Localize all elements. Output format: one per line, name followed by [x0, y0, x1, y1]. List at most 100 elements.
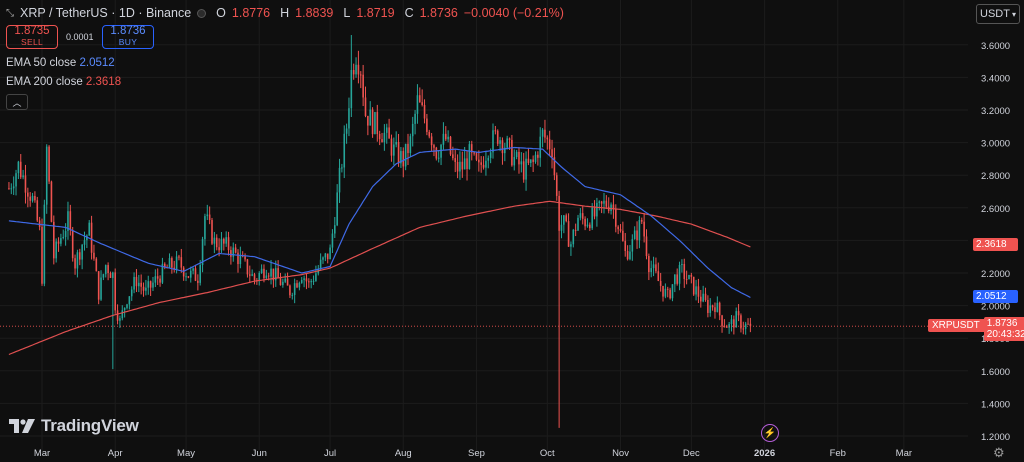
market-status-icon: [197, 8, 207, 18]
candle-body: [499, 140, 501, 144]
candle-body: [532, 159, 534, 162]
candle-body: [345, 128, 348, 134]
candle-body: [489, 152, 492, 158]
candle-body: [482, 164, 485, 168]
high-label: H: [280, 6, 290, 20]
candle-body: [655, 264, 657, 272]
candle-body: [12, 186, 15, 189]
candle-body: [612, 204, 615, 209]
candle-body: [213, 237, 216, 244]
candle-body: [584, 218, 586, 227]
candle-body: [310, 281, 312, 283]
candle-body: [230, 250, 232, 257]
candle-body: [662, 285, 664, 297]
candle-body: [444, 133, 447, 140]
candle-body: [572, 229, 575, 245]
candle-body: [548, 139, 551, 150]
y-tick-label: 2.6000: [981, 204, 1010, 215]
candle-body: [197, 280, 199, 283]
candle-body: [664, 288, 667, 297]
candle-body: [430, 136, 433, 146]
buy-button[interactable]: 1.8736 BUY: [102, 25, 154, 49]
x-tick-label: Sep: [468, 448, 485, 459]
candle-body: [36, 200, 39, 221]
candle-body: [404, 143, 407, 167]
gear-icon[interactable]: ⚙: [993, 445, 1005, 460]
candle-body: [747, 323, 749, 325]
candle-body: [395, 141, 397, 145]
candle-body: [171, 258, 173, 268]
candle-body: [41, 226, 43, 284]
candle-body: [149, 281, 152, 288]
candle-body: [579, 213, 582, 218]
candle-body: [10, 188, 13, 190]
x-tick-label: Mar: [34, 448, 50, 459]
candle-body: [329, 247, 331, 260]
close-value: 1.8736: [419, 6, 458, 20]
candle-body: [145, 287, 147, 291]
y-tick-label: 3.6000: [981, 41, 1010, 52]
candle-body: [610, 204, 612, 211]
candle-body: [596, 202, 598, 217]
currency-select[interactable]: USDT ▾: [976, 4, 1020, 24]
candle-body: [24, 175, 27, 193]
candle-body: [53, 221, 55, 259]
candle-body: [537, 154, 539, 158]
candle-body: [194, 268, 197, 281]
last-price-value: 1.8736: [986, 318, 1018, 329]
candle-body: [201, 239, 204, 265]
candle-body: [369, 109, 372, 126]
candle-body: [522, 161, 525, 180]
candle-body: [279, 278, 282, 286]
ema50-legend[interactable]: EMA 50 close 2.0512: [6, 57, 115, 69]
x-tick-label: Apr: [108, 448, 123, 459]
collapse-legend-button[interactable]: ︿: [6, 94, 28, 110]
candle-body: [104, 265, 107, 275]
symbol-title[interactable]: XRP / TetherUS · 1D · Binance: [20, 6, 192, 20]
candle-body: [189, 270, 192, 278]
candle-body: [109, 273, 112, 278]
candle-body: [605, 200, 608, 207]
candle-body: [390, 138, 393, 156]
candle-body: [385, 127, 388, 133]
candle-body: [709, 305, 712, 313]
candle-body: [223, 238, 225, 244]
candle-body: [468, 144, 471, 169]
lightning-event-icon[interactable]: ⚡: [761, 424, 779, 442]
candle-body: [17, 161, 20, 174]
candle-body: [744, 323, 747, 329]
candle-body: [466, 158, 468, 169]
y-tick-label: 3.0000: [981, 139, 1010, 150]
close-label: C: [404, 6, 414, 20]
candle-body: [459, 161, 461, 172]
candle-body: [142, 286, 145, 291]
candle-body: [626, 251, 629, 260]
candle-body: [388, 127, 390, 139]
candle-body: [305, 278, 308, 282]
candle-body: [603, 200, 605, 204]
candle-body: [383, 132, 386, 143]
candle-body: [553, 157, 556, 176]
y-tick-label: 2.8000: [981, 171, 1010, 182]
ema200-legend[interactable]: EMA 200 close 2.3618: [6, 76, 121, 88]
candle-body: [135, 276, 138, 287]
symbol-collapse-icon[interactable]: ⤡: [6, 7, 14, 19]
candle-body: [638, 219, 641, 241]
candle-body: [511, 139, 513, 166]
sell-button[interactable]: 1.8735 SELL: [6, 25, 58, 49]
candle-body: [284, 278, 287, 282]
sell-price: 1.8735: [14, 25, 50, 37]
candle-body: [180, 257, 183, 268]
candle-body: [300, 279, 303, 283]
ema200-tag-value: 2.3618: [976, 239, 1007, 250]
candle-body: [742, 328, 745, 330]
candle-body: [381, 139, 383, 143]
x-tick-label: Oct: [540, 448, 555, 459]
candle-body: [452, 154, 454, 159]
candle-body: [341, 167, 343, 169]
candle-body: [688, 275, 690, 280]
ema50-price-tag: 2.0512: [973, 290, 1018, 303]
y-tick-label: 1.4000: [981, 399, 1010, 410]
candle-body: [480, 162, 482, 165]
